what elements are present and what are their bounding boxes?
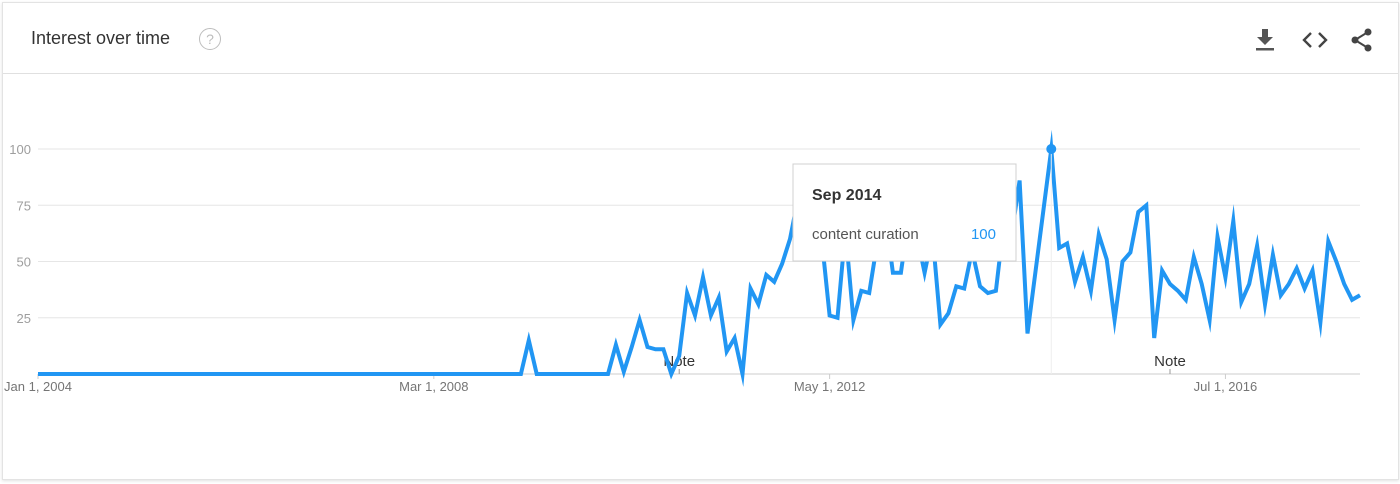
embed-button[interactable]: [1301, 27, 1328, 53]
x-tick-label: May 1, 2012: [794, 379, 866, 394]
y-tick-label: 100: [9, 142, 31, 157]
tooltip-term: content curation: [812, 226, 919, 243]
tooltip-date: Sep 2014: [812, 187, 881, 204]
y-tick-label: 25: [17, 311, 31, 326]
share-button[interactable]: [1349, 27, 1375, 53]
x-tick-label: Jul 1, 2016: [1194, 379, 1258, 394]
tooltip-box: [792, 163, 1017, 262]
card-header: Interest over time ?: [3, 3, 1398, 74]
help-circle-icon[interactable]: ?: [199, 28, 221, 50]
series-line-content-curation: [38, 129, 1361, 387]
download-icon: [1256, 29, 1274, 51]
y-tick-label: 50: [17, 255, 31, 270]
share-icon: [1351, 28, 1372, 52]
code-icon: [1302, 32, 1328, 48]
download-button[interactable]: [1253, 27, 1279, 53]
x-tick-label: Mar 1, 2008: [399, 379, 468, 394]
tooltip-value: 100: [971, 226, 996, 243]
x-tick-label: Jan 1, 2004: [4, 379, 72, 394]
note-label: Note: [1154, 353, 1186, 370]
note-label: Note: [663, 353, 695, 370]
card-title: Interest over time: [31, 28, 171, 48]
y-tick-label: 75: [17, 198, 31, 213]
highlighted-point: [1046, 144, 1057, 154]
